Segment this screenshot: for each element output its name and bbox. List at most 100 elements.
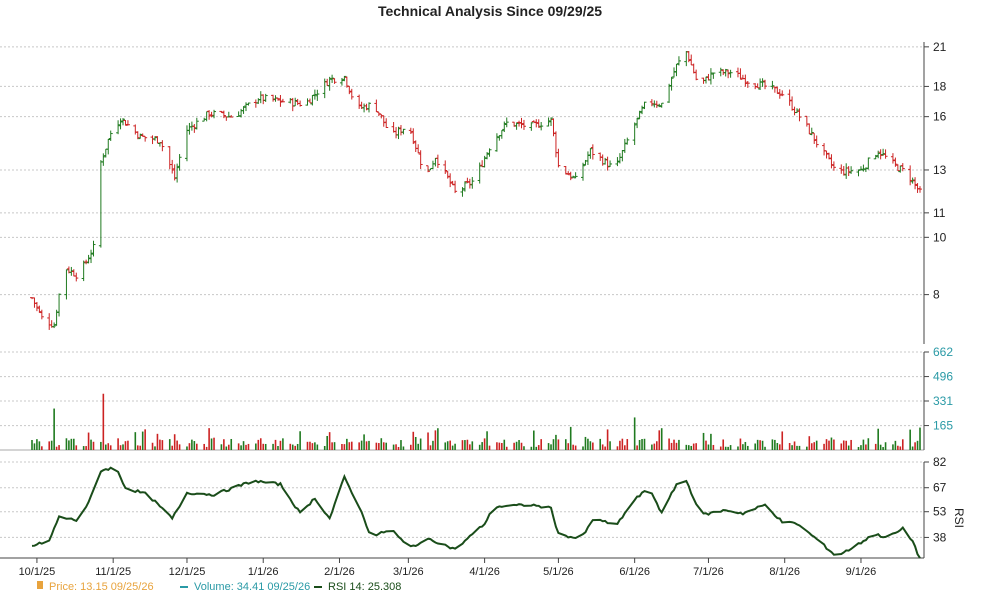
price-candle [849,166,854,174]
price-candle [241,106,246,114]
volume-bar [331,442,333,450]
price-candle [777,88,782,99]
volume-bar [515,441,518,450]
volume-bar [346,438,348,450]
chart-title: Technical Analysis Since 09/29/25 [378,3,602,19]
volume-bar [154,446,156,450]
price-candle [187,122,192,135]
volume-bar [552,439,555,450]
volume-bar [916,440,919,450]
volume-bar [333,442,336,450]
price-candle [71,269,76,277]
price-candle [642,101,647,110]
volume-bar [535,446,538,450]
volume-bar [117,438,119,450]
price-candle [121,118,126,126]
volume-bar [641,439,643,450]
volume-tick-label: 662 [933,345,953,359]
volume-bar [842,440,845,450]
price-panel: 8 10 11 13 16 18 21 [0,40,947,344]
price-candle [598,152,603,161]
price-candle [443,160,448,174]
volume-bar [41,446,43,450]
price-candle [728,69,733,78]
volume-bar [501,443,503,450]
price-candle [69,266,74,276]
price-candle [898,165,903,173]
volume-bar [193,441,196,450]
legend-volume-label: Volume: 34.41 09/25/26 [194,581,310,593]
volume-bar [223,439,225,450]
price-candle [795,108,800,114]
volume-bar [446,441,449,450]
volume-bar [419,438,422,450]
price-candle [167,146,172,170]
volume-bar [107,443,110,450]
legend-volume-swatch [180,586,188,588]
price-candle [347,85,352,95]
volume-bar [533,430,535,450]
price-candle [401,128,406,135]
volume-axis: 165 331 496 662 [923,345,953,450]
volume-bar [892,444,894,450]
volume-bar [58,445,60,450]
price-candle [116,120,121,135]
x-tick-label: 1/1/26 [248,566,279,578]
price-candle [74,272,79,282]
price-candle [155,136,160,144]
price-candle [81,260,86,282]
price-candle [708,68,713,85]
legend-rsi-swatch [314,586,322,588]
price-candle [792,106,797,116]
price-candle [684,51,689,67]
volume-bar [227,444,230,450]
volume-bar [668,438,670,450]
price-candle [620,150,625,162]
price-candle [863,167,868,173]
price-candle [883,149,888,159]
price-candle [605,156,610,171]
volume-bar [432,440,434,450]
price-candle [822,143,827,156]
price-candle [770,80,775,90]
price-candle [101,153,106,166]
volume-bar [712,444,715,450]
volume-bar [764,446,766,450]
volume-bar [867,438,870,450]
price-candle [418,150,423,169]
volume-bar [636,445,638,450]
volume-bar [50,440,53,450]
price-candle [711,72,716,79]
volume-bar [434,430,437,450]
volume-bar [619,440,621,450]
volume-bar [584,436,587,450]
volume-bar [368,440,370,450]
price-candle [408,127,413,134]
price-tick-label: 10 [933,230,947,244]
price-candle [772,86,777,93]
volume-bar [328,432,331,450]
price-candle [450,180,455,186]
price-candle [261,94,266,105]
volume-tick-label: 496 [933,370,953,384]
volume-bar [744,441,747,450]
volume-bar [592,442,594,450]
volume-bar [299,431,301,450]
volume-bar [262,443,265,450]
price-candle [485,152,490,160]
price-candle [411,128,416,145]
volume-bar [761,440,764,450]
price-candle [339,77,344,86]
price-candle [332,78,337,84]
price-candle [826,152,831,160]
price-candle [84,259,89,265]
volume-bar [451,445,454,450]
volume-bar [316,444,319,450]
x-tick-label: 9/1/26 [846,566,877,578]
price-candle [499,130,504,139]
price-candle [263,93,268,102]
volume-bar [707,444,710,450]
volume-bar [759,440,761,450]
legend-price-label: Price: 13.15 09/25/26 [49,581,154,593]
rsi-grid [0,461,924,538]
